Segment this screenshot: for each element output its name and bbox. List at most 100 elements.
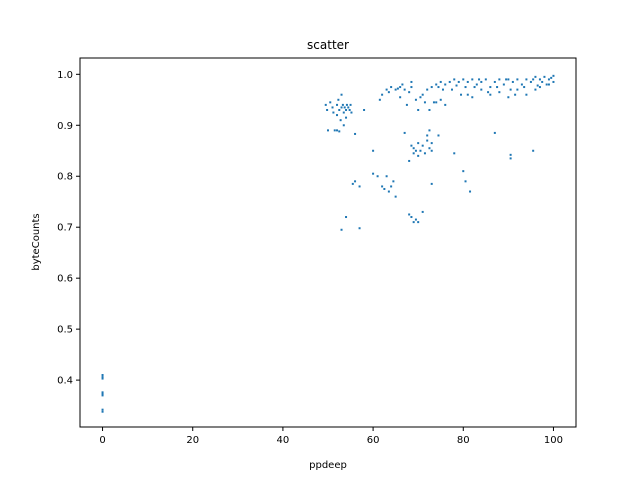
scatter-point xyxy=(473,86,476,89)
scatter-point xyxy=(372,149,375,152)
scatter-point xyxy=(444,83,447,86)
scatter-point xyxy=(514,93,517,96)
scatter-point xyxy=(345,108,348,111)
scatter-point xyxy=(417,142,420,145)
scatter-point xyxy=(341,103,344,106)
scatter-point xyxy=(417,154,420,157)
x-tick-label: 60 xyxy=(367,435,380,446)
scatter-point xyxy=(101,391,104,394)
scatter-point xyxy=(493,131,496,134)
scatter-point xyxy=(410,86,413,89)
points-layer xyxy=(101,74,555,413)
scatter-point xyxy=(405,103,408,106)
scatter-point xyxy=(410,80,413,83)
scatter-point xyxy=(101,410,104,413)
chart-title: scatter xyxy=(307,38,349,52)
scatter-point xyxy=(101,394,104,397)
scatter-point xyxy=(339,119,342,122)
scatter-point xyxy=(414,98,417,101)
x-tick-label: 40 xyxy=(277,435,290,446)
scatter-point xyxy=(101,408,104,411)
scatter-point xyxy=(421,144,424,147)
scatter-point xyxy=(421,93,424,96)
scatter-point xyxy=(511,80,514,83)
scatter-point xyxy=(385,175,388,178)
scatter-point xyxy=(437,134,440,137)
scatter-point xyxy=(414,218,417,221)
y-tick-label: 0.6 xyxy=(57,274,73,285)
scatter-point xyxy=(516,88,519,91)
scatter-point xyxy=(471,96,474,99)
scatter-point xyxy=(430,182,433,185)
scatter-point xyxy=(451,88,453,91)
scatter-point xyxy=(343,106,346,109)
scatter-point xyxy=(101,374,104,377)
scatter-point xyxy=(466,80,469,83)
y-tick-label: 0.9 xyxy=(57,121,73,132)
scatter-point xyxy=(399,86,402,89)
scatter-point xyxy=(414,149,417,152)
scatter-point xyxy=(336,129,339,132)
scatter-point xyxy=(337,98,340,101)
scatter-point xyxy=(441,88,444,91)
scatter-point xyxy=(428,129,431,132)
scatter-point xyxy=(439,98,442,101)
scatter-point xyxy=(340,228,343,231)
scatter-point xyxy=(505,78,508,81)
scatter-point xyxy=(489,86,492,89)
scatter-point xyxy=(354,180,357,183)
y-tick-label: 0.5 xyxy=(57,325,73,336)
scatter-point xyxy=(480,88,483,91)
scatter-point xyxy=(538,78,541,81)
scatter-point xyxy=(394,195,397,198)
scatter-point xyxy=(378,98,381,101)
scatter-point xyxy=(417,221,420,224)
scatter-point xyxy=(430,142,433,145)
scatter-point xyxy=(547,78,550,81)
scatter-point xyxy=(509,153,512,156)
scatter-point xyxy=(498,78,501,81)
scatter-point xyxy=(489,93,492,96)
scatter-point xyxy=(496,86,499,89)
scatter-point xyxy=(543,75,546,78)
scatter-point xyxy=(381,93,384,96)
scatter-point xyxy=(349,103,352,106)
scatter-point xyxy=(338,108,341,111)
scatter-point xyxy=(390,185,393,188)
scatter-point xyxy=(444,103,447,106)
scatter-point xyxy=(507,78,510,81)
y-tick-label: 0.4 xyxy=(57,376,73,387)
scatter-point xyxy=(426,88,429,91)
scatter-point xyxy=(387,190,390,193)
scatter-point xyxy=(529,80,532,83)
scatter-point xyxy=(333,129,336,132)
scatter-point xyxy=(101,376,104,379)
scatter-point xyxy=(462,78,465,81)
scatter-point xyxy=(408,159,411,162)
scatter-point xyxy=(520,83,523,86)
scatter-point xyxy=(464,180,467,183)
scatter-point xyxy=(403,131,406,134)
scatter-point xyxy=(345,216,348,219)
scatter-point xyxy=(326,108,329,111)
scatter-point xyxy=(376,175,379,178)
scatter-point xyxy=(538,86,541,89)
scatter-point xyxy=(399,96,402,99)
scatter-point xyxy=(408,213,411,216)
scatter-point xyxy=(484,78,487,81)
scatter-point xyxy=(401,83,404,86)
scatter-point xyxy=(534,88,537,91)
scatter-point xyxy=(453,152,456,155)
scatter-point xyxy=(324,103,327,106)
scatter-point xyxy=(336,114,339,117)
y-axis-label: byteCounts xyxy=(31,213,42,270)
scatter-point xyxy=(423,101,426,104)
scatter-point xyxy=(534,75,537,78)
scatter-point xyxy=(453,78,456,81)
scatter-point xyxy=(421,210,424,213)
scatter-point xyxy=(327,129,329,132)
scatter-point xyxy=(430,86,433,89)
scatter-point xyxy=(363,108,366,111)
scatter-point xyxy=(428,147,431,150)
